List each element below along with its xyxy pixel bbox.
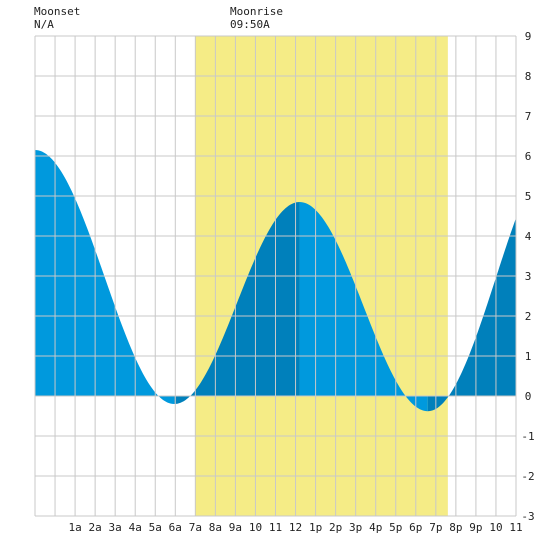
x-tick-label: 9a (229, 521, 242, 534)
y-tick-label: -3 (521, 510, 534, 523)
x-tick-label: 5a (149, 521, 162, 534)
x-tick-label: 4p (369, 521, 382, 534)
x-tick-label: 4a (129, 521, 142, 534)
y-tick-label: 0 (525, 390, 532, 403)
tide-area-falling (299, 202, 428, 412)
x-tick-label: 12 (289, 521, 302, 534)
x-tick-label: 3a (109, 521, 122, 534)
x-tick-label: 6a (169, 521, 182, 534)
y-tick-label: 3 (525, 270, 532, 283)
moonset-label: Moonset (34, 5, 81, 18)
x-tick-label: 2a (89, 521, 102, 534)
x-tick-label: 9p (469, 521, 482, 534)
moonrise-label: Moonrise (230, 5, 283, 18)
x-tick-label: 3p (349, 521, 362, 534)
y-tick-label: -1 (521, 430, 534, 443)
x-tick-label: 11 (269, 521, 282, 534)
y-tick-label: 6 (525, 150, 532, 163)
tide-area-rising (174, 202, 300, 404)
y-tick-label: 5 (525, 190, 532, 203)
y-tick-label: 2 (525, 310, 532, 323)
tide-area-falling (35, 150, 175, 404)
x-tick-label: 10 (249, 521, 262, 534)
x-tick-label: 11 (509, 521, 522, 534)
tide-area-rising (427, 218, 516, 412)
x-tick-label: 1p (309, 521, 322, 534)
x-tick-label: 8p (449, 521, 462, 534)
x-tick-label: 7p (429, 521, 442, 534)
y-tick-label: 9 (525, 30, 532, 43)
x-tick-label: 7a (189, 521, 202, 534)
y-tick-label: 8 (525, 70, 532, 83)
y-tick-label: 1 (525, 350, 532, 363)
x-tick-label: 8a (209, 521, 222, 534)
y-tick-label: 4 (525, 230, 532, 243)
x-tick-label: 5p (389, 521, 402, 534)
y-tick-label: 7 (525, 110, 532, 123)
y-tick-label: -2 (521, 470, 534, 483)
moonset-time: N/A (34, 18, 54, 31)
x-tick-label: 10 (489, 521, 502, 534)
x-tick-label: 6p (409, 521, 422, 534)
x-tick-label: 2p (329, 521, 342, 534)
moonrise-time: 09:50A (230, 18, 270, 31)
x-tick-label: 1a (68, 521, 81, 534)
